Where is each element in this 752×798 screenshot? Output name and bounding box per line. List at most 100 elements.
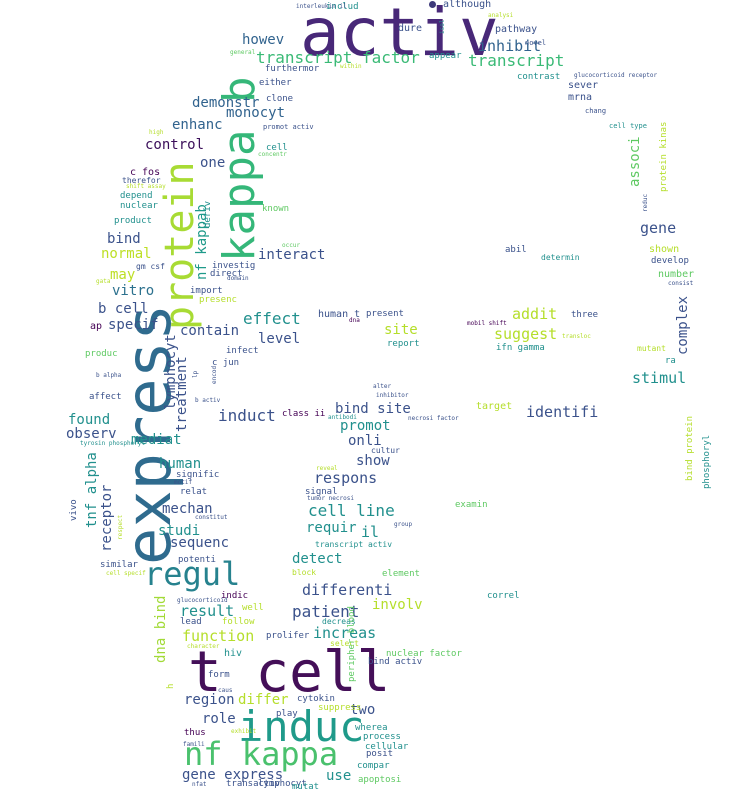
word-specif: specif (108, 317, 159, 333)
word-induct: induct (218, 406, 276, 425)
word-play: play (276, 709, 298, 719)
word-cell-line: cell line (308, 501, 395, 520)
word-antibodi: antibodi (328, 414, 357, 421)
word-gene-express: gene express (182, 767, 284, 783)
word-contrast: contrast (517, 72, 561, 82)
word-nuclear-factor: nuclear factor (386, 649, 462, 659)
word-shift-assay: shift assay (126, 183, 166, 190)
word-concentr: concentr (258, 151, 287, 158)
word-isol: isol (439, 19, 446, 34)
word-nf-kappa: nf kappa (184, 735, 339, 773)
word-cytokin: cytokin (297, 694, 335, 704)
word-activ: activ (300, 0, 499, 71)
word-respons: respons (314, 469, 378, 487)
word-gene: gene (640, 219, 677, 237)
word-treatment: treatment (174, 356, 190, 432)
word-complex: complex (675, 295, 691, 355)
word-mutant: mutant (637, 344, 666, 353)
word-use: use (326, 768, 352, 784)
word-famili: famili (183, 741, 205, 748)
word-one: one (200, 155, 226, 171)
word-posit: posit (366, 749, 394, 759)
word-lymphocyt: lymphocyt (258, 779, 307, 789)
word-requir: requir (306, 520, 357, 536)
word-ap: ap (90, 321, 103, 332)
word-region: region (184, 692, 235, 708)
word-mutat: mutat (292, 782, 320, 792)
word-alter: alter (373, 383, 392, 390)
word-function: function (182, 627, 255, 645)
word-necrosi-factor: necrosi factor (408, 415, 459, 422)
word-thus: thus (184, 728, 206, 738)
word-glucocorticoid-receptor: glucocorticoid receptor (574, 72, 658, 79)
word-nfat: nfat (192, 781, 207, 788)
word-cell: cell (266, 143, 288, 153)
word-b-alpha: b alpha (96, 372, 122, 379)
word-protein-kinas: protein kinas (659, 121, 669, 192)
word-nuclear: nuclear (120, 201, 158, 211)
word-constitut: constitut (195, 514, 228, 521)
word-produc: produc (85, 349, 118, 359)
word-correl: correl (487, 591, 520, 601)
word-howev: howev (242, 32, 285, 48)
word-patient: patient (292, 602, 360, 621)
word-well: well (242, 603, 264, 613)
word-human: human (159, 456, 202, 472)
word-effect: effect (243, 309, 301, 328)
word-compar: compar (357, 761, 390, 771)
word-gata: gata (96, 278, 111, 285)
word-promot-activ: promot activ (263, 123, 314, 131)
word-either: either (259, 78, 292, 88)
word-develop: develop (651, 256, 689, 266)
word-similar: similar (100, 560, 138, 570)
word-domain: domain (227, 275, 249, 282)
word-normal: normal (101, 246, 152, 262)
dot-mark (429, 1, 436, 8)
word-group: group (394, 521, 413, 528)
word-interact: interact (258, 247, 326, 263)
word-suppress: suppress (318, 703, 362, 713)
word-vitro: vitro (112, 283, 155, 299)
word-potenti: potenti (178, 555, 216, 565)
word-suggest: suggest (494, 325, 558, 343)
word-high: high (149, 129, 164, 136)
word-human-t: human t (318, 309, 361, 320)
word-transcript-factor: transcript factor (256, 48, 420, 67)
word-observ: observ (66, 426, 117, 442)
word-ifn-gamma: ifn gamma (496, 343, 545, 353)
word-cell-type: cell type (609, 122, 647, 130)
word-signific: signific (176, 470, 220, 480)
word-tumor-necrosi: tumor necrosi (307, 495, 354, 502)
word-site: site (384, 322, 418, 338)
word-hiv: hiv (224, 648, 243, 659)
word-furthermor: furthermor (265, 64, 320, 74)
word-lead: lead (180, 617, 202, 627)
word-although: although (443, 0, 492, 10)
word-select: select (330, 639, 359, 648)
word-pathway: pathway (495, 24, 538, 35)
word-mediat: mediat (131, 432, 182, 448)
word-c-jun: c jun (212, 358, 240, 368)
word-form: form (208, 670, 230, 680)
word-mrna: mrna (568, 92, 593, 103)
word-depend: depend (120, 191, 153, 201)
word-occur: occur (282, 242, 301, 249)
word-b-cell: b cell (98, 301, 149, 317)
word-tyrosin-phosphoryl: tyrosin phosphoryl (80, 440, 146, 447)
word-regul: regul (144, 555, 241, 593)
word-two: two (350, 702, 376, 718)
word-indic: indic (221, 591, 249, 601)
word-induc: induc (238, 702, 365, 751)
word-process: process (363, 732, 401, 742)
word-bind: bind (107, 231, 141, 247)
word-apoptosi: apoptosi (358, 775, 402, 785)
word-transactiv: transactiv (226, 779, 281, 789)
word-found: found (68, 412, 111, 428)
word-phosphoryl: phosphoryl (702, 434, 712, 489)
word-decreas: decreas (322, 617, 356, 626)
word-number: number (658, 269, 695, 280)
word-c-fos: c fos (130, 167, 161, 178)
word-level: level (258, 331, 301, 347)
word-direct: direct (210, 269, 243, 279)
word-consist: consist (668, 280, 694, 287)
